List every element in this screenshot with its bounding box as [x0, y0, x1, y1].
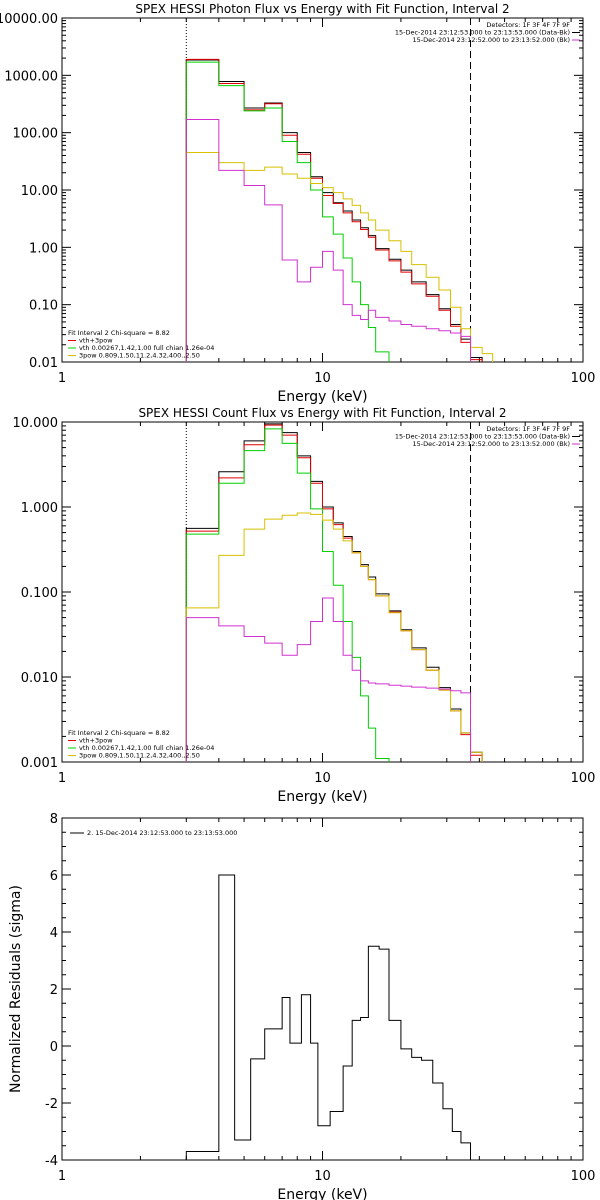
y-tick-label: 1000.00	[4, 69, 58, 84]
plot-frame	[61, 421, 584, 763]
chart-panel-2: 1 10 100 0.001 0.010 0.100 1.000 10.000 SPEX HES…	[13, 406, 596, 805]
y-tick-label: 0.10	[29, 299, 58, 314]
x-tick-label: 100	[571, 771, 596, 786]
series-line-3pow	[185, 152, 494, 362]
x-tick-label: 100	[571, 1169, 596, 1184]
y-axis-label: Normalized Residuals (sigma)	[8, 885, 24, 1093]
legend-entry: 15-Dec-2014 23:12:52.000 to 23:13:52.000…	[413, 440, 571, 448]
y-tick-label: 0.010	[21, 671, 58, 686]
y-tick-label: 100.00	[13, 127, 59, 142]
series-line-data-bk	[185, 423, 493, 762]
x-tick-label: 10	[314, 771, 331, 786]
fit-legend-entry: 3pow 0.809,1.50,11.2,4.32,400.,2.50	[79, 752, 200, 760]
y-tick-label: 1.000	[21, 501, 58, 516]
series-group	[185, 58, 494, 362]
series-line-data-bk	[185, 59, 483, 362]
y-tick-label: -2	[45, 1097, 58, 1112]
chart-panel-3: 1 10 100 -4 -2 0 2 4 6 8 Energy (keV) Normalized Re…	[8, 812, 595, 1200]
series-line-vth	[185, 61, 390, 362]
series-line-vth-3pow	[185, 424, 494, 762]
legend-entry: 15-Dec-2014 23:12:53.000 to 23:13:53.000…	[395, 29, 570, 37]
plot-frame	[61, 817, 584, 1161]
series-group	[185, 874, 472, 1160]
fit-legend-entry: Fit Interval 2 Chi-square = 8.82	[68, 729, 170, 737]
y-tick-label: 4	[50, 926, 58, 941]
x-tick-label: 1	[58, 771, 66, 786]
y-tick-label: -4	[45, 1154, 58, 1169]
y-tick-label: 0.01	[29, 356, 58, 371]
fit-legend-entry: 3pow 0.809,1.50,11.2,4.32,400.,2.50	[79, 352, 200, 360]
legend-entry: Detectors: 1F 3F 4F 7F 9F	[486, 21, 570, 29]
x-tick-label: 100	[571, 371, 596, 386]
y-tick-label: 8	[50, 812, 58, 827]
series-line-3pow	[185, 512, 506, 762]
legend-entry: 2. 15-Dec-2014 23:12:53.000 to 23:13:53.…	[87, 829, 237, 837]
series-line-vth	[185, 428, 390, 762]
fit-legend-entry: vth 0.00267,1.42,1.00 full chian 1.26e-0…	[79, 744, 214, 752]
x-axis-label: Energy (keV)	[277, 389, 367, 405]
y-tick-label: 2	[50, 983, 58, 998]
x-axis-label: Energy (keV)	[277, 1187, 367, 1200]
y-tick-label: 10000.00	[0, 12, 58, 27]
y-tick-label: 0.100	[21, 586, 58, 601]
x-tick-label: 1	[58, 1169, 66, 1184]
fit-legend-entry: vth+3pow	[79, 337, 113, 345]
chart-title: SPEX HESSI Count Flux vs Energy with Fit…	[138, 406, 506, 420]
y-tick-label: 10.000	[13, 416, 59, 431]
series-group	[185, 423, 506, 762]
x-tick-label: 10	[314, 1169, 331, 1184]
series-line-bk	[185, 118, 472, 362]
fit-legend-entry: vth 0.00267,1.42,1.00 full chian 1.26e-0…	[79, 344, 214, 352]
y-tick-label: 1.00	[29, 241, 58, 256]
chart-title: SPEX HESSI Photon Flux vs Energy with Fi…	[135, 2, 509, 16]
fit-legend-entry: vth+3pow	[79, 737, 113, 745]
x-tick-label: 10	[314, 371, 331, 386]
y-tick-label: 6	[50, 869, 58, 884]
legend-entry: Detectors: 1F 3F 4F 7F 9F	[486, 425, 570, 433]
y-tick-label: 0.001	[21, 756, 58, 771]
legend-entry: 15-Dec-2014 23:12:52.000 to 23:13:52.000…	[413, 36, 571, 44]
series-line-bk	[185, 597, 472, 762]
fit-legend-entry: Fit Interval 2 Chi-square = 8.82	[68, 329, 170, 337]
legend-entry: 15-Dec-2014 23:12:53.000 to 23:13:53.000…	[395, 433, 570, 441]
chart-panel-1: 1 10 100 0.01 0.10 1.00 10.00 100.00 1000.00 1000…	[0, 2, 595, 405]
series-line-vth-3pow	[185, 58, 483, 362]
series-line-residuals	[185, 874, 472, 1160]
x-tick-label: 1	[58, 371, 66, 386]
y-tick-label: 10.00	[21, 184, 58, 199]
x-axis-label: Energy (keV)	[277, 789, 367, 805]
y-tick-label: 0	[50, 1040, 58, 1055]
